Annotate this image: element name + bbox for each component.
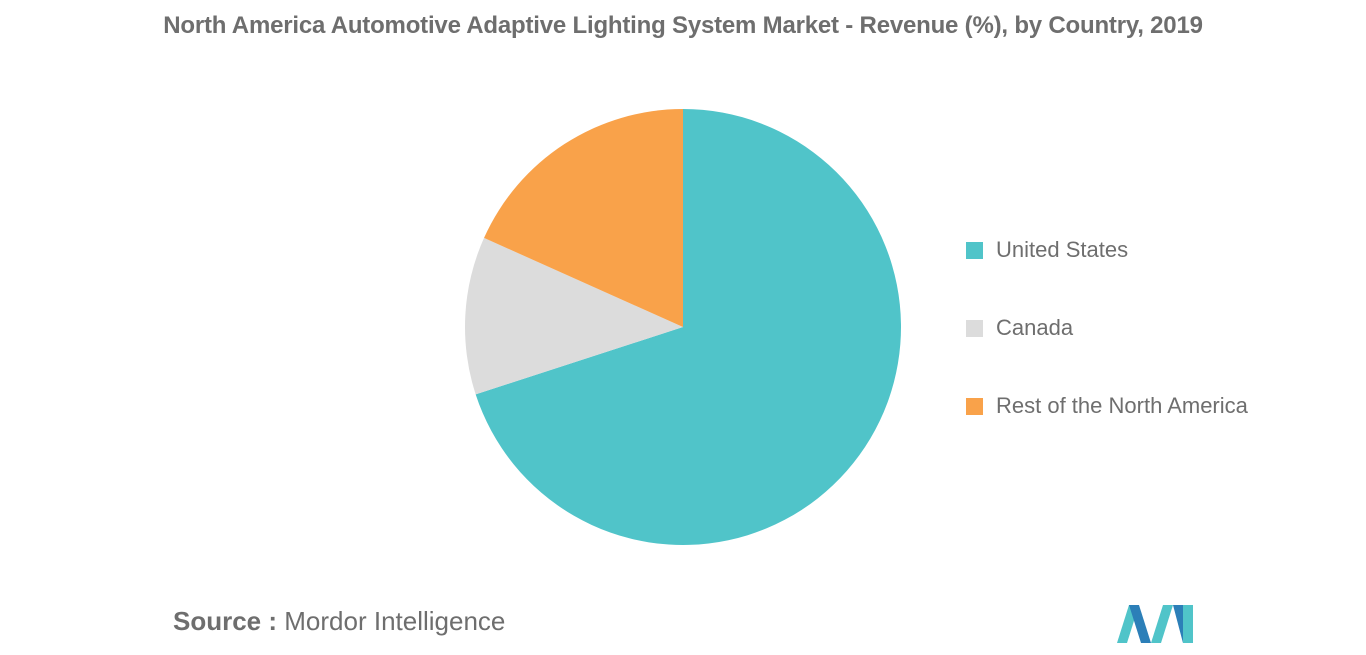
source-note: Source : Mordor Intelligence: [173, 606, 505, 637]
chart-title: North America Automotive Adaptive Lighti…: [163, 12, 1203, 39]
logo-shape-mid-right: [1151, 605, 1173, 643]
logo-shape-mid-left: [1129, 605, 1151, 643]
legend-swatch-canada: [966, 319, 983, 337]
legend-item-united-states: United States: [966, 232, 1248, 268]
legend-label-canada: Canada: [996, 315, 1074, 340]
legend-swatch-rest-of-north-america: [966, 397, 983, 415]
legend-label-rest-of-north-america: Rest of the North America: [996, 393, 1248, 418]
logo-bar: [1183, 605, 1193, 643]
source-text: Mordor Intelligence: [284, 606, 506, 636]
source-label: Source :: [173, 606, 278, 636]
mordor-intelligence-logo: [1117, 605, 1193, 643]
legend-swatch-united-states: [966, 241, 983, 259]
legend-label-united-states: United States: [996, 237, 1129, 262]
pie-slice-united-states: [475, 109, 901, 545]
legend-item-canada: Canada: [966, 310, 1248, 346]
legend: United States Canada Rest of the North A…: [966, 232, 1248, 466]
pie-slice-canada: [464, 237, 683, 395]
pie-slice-rest-of-north-america: [484, 109, 683, 327]
legend-item-rest-of-north-america: Rest of the North America: [966, 388, 1248, 424]
